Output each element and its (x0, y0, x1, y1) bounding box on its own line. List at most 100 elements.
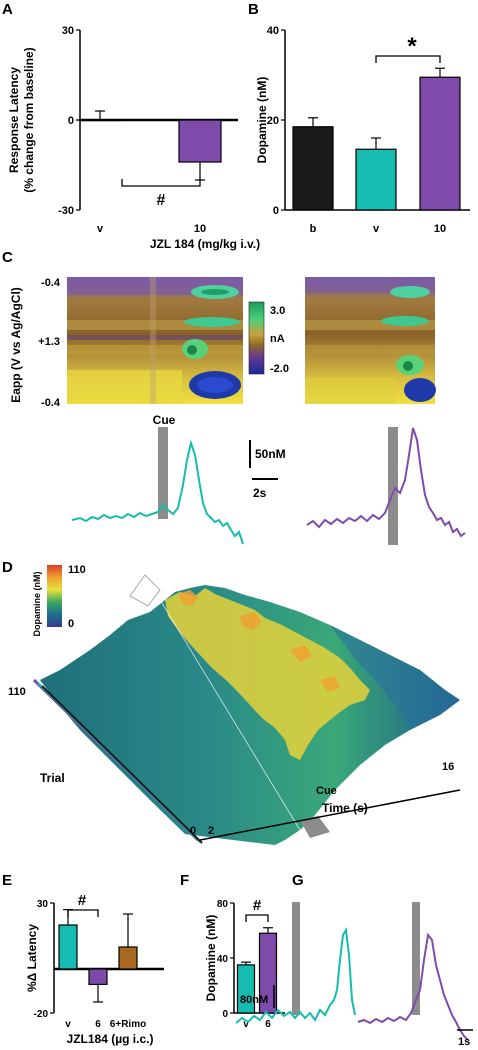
g-trace-jzl (357, 932, 469, 1041)
g-cue-bar-right (412, 902, 420, 1015)
a-category-label-v: v (97, 223, 104, 235)
b-category-label-b: b (310, 223, 317, 235)
e-bar-6 (88, 968, 108, 985)
f-significance-bracket (245, 914, 269, 922)
c-cue-label: Cue (153, 413, 176, 427)
g-scale-x-label: 1s (458, 1036, 470, 1048)
f-category-label-v: v (243, 1019, 249, 1030)
c-colorbar-max: 3.0 (270, 305, 285, 317)
e-category-label-v: v (65, 1019, 71, 1030)
b-ytick-label-2: 0 (273, 205, 279, 217)
f-significance-mark: # (253, 897, 262, 914)
g-trace-vehicle (235, 926, 356, 1024)
e-significance-bracket (67, 909, 99, 917)
d-surface-peaks (165, 588, 370, 760)
d-colorbar: Dopamine (nM) 110 0 (32, 564, 86, 637)
e-category-label-6: 6 (95, 1019, 101, 1030)
d-trial-tick-max: 110 (8, 686, 26, 698)
b-y-axis-label: Dopamine (nM) (255, 77, 269, 164)
b-bar-v (355, 148, 397, 211)
c-y-axis-label: Eapp (V vs Ag/AgCl) (9, 287, 23, 403)
e-y-axis-label-line-0: %Δ Latency (25, 924, 39, 992)
d-colorbar-max: 110 (68, 564, 86, 576)
d-trial-axis-stripes (32, 678, 203, 844)
c-colorbar-unit: nA (270, 333, 285, 345)
b-category-label-10: 10 (434, 223, 446, 235)
panel-letter-e: E (2, 872, 12, 889)
d-colorbar-title: Dopamine (nM) (32, 572, 42, 637)
c-cue-bar-right (388, 427, 398, 545)
panel-letter-g: G (292, 872, 304, 889)
b-significance-bracket (375, 55, 441, 63)
c-scale-x-label: 2s (253, 486, 267, 500)
a-ytick-label-2: -30 (58, 205, 74, 217)
d-time-tick-min: 2 (208, 825, 214, 837)
c-scale-bar: 50nM 2s (249, 440, 286, 500)
e-bar-6+Rimo (118, 946, 138, 970)
e-category-label-6+Rimo: 6+Rimo (110, 1019, 146, 1030)
a-y-axis-label-line-0: Response Latency (7, 67, 21, 173)
e-ytick-label-1: -20 (34, 1009, 49, 1020)
a-bar-10 (178, 119, 222, 163)
b-bar-b (292, 126, 334, 211)
b-significance-mark: * (407, 33, 417, 60)
a-category-label-10: 10 (194, 223, 206, 235)
chart-f-dopamine: 80 40 0 Dopamine (nM) v 6 # (204, 897, 285, 1030)
d-surface-highlights (178, 590, 340, 692)
f-y-axis-label-line-0: Dopamine (nM) (204, 915, 218, 1002)
panel-letter-f: F (180, 872, 189, 889)
g-scale-bar: 80nM 1s (240, 985, 473, 1048)
c-ytick-bottom: -0.4 (41, 397, 61, 409)
c-colorplot-jzl (305, 277, 436, 404)
panel-letter-a: A (2, 1, 13, 18)
shared-x-axis-label: JZL 184 (mg/kg i.v.) (150, 237, 260, 251)
d-time-axis (199, 789, 461, 841)
a-significance-mark: # (157, 192, 166, 209)
e-x-axis-label: JZL184 (µg i.c.) (67, 1032, 154, 1046)
b-bar-10 (419, 76, 461, 211)
f-ytick-label-1: 40 (217, 954, 229, 965)
f-ytick-label-0: 80 (217, 899, 229, 910)
f-ytick-label-2: 0 (222, 1009, 228, 1020)
e-y-axis-label: %Δ Latency (25, 924, 39, 992)
c-colorbar: 3.0 nA -2.0 (248, 301, 289, 375)
d-cue-label: Cue (316, 785, 337, 797)
f-y-axis-label: Dopamine (nM) (204, 915, 218, 1002)
d-colorbar-min: 0 (68, 618, 74, 630)
d-time-tick-max: 16 (442, 761, 454, 773)
chart-a-latency: 30 0 -30 Response Latency(% change from bas… (7, 25, 238, 235)
panel-letter-c: C (2, 249, 13, 266)
f-category-label-6: 6 (265, 1019, 271, 1030)
a-y-axis-label: Response Latency(% change from baseline) (7, 47, 36, 192)
c-scale-y-label: 50nM (255, 447, 286, 461)
a-ytick-label-1: 0 (68, 115, 74, 127)
chart-e-latency: 30 -20 %Δ Latency v 6 6+Rimo # JZL184 (µg i.c.) (25, 892, 164, 1046)
a-bar-v (78, 119, 122, 122)
b-category-label-v: v (373, 223, 380, 235)
e-ytick-label-0: 30 (37, 899, 49, 910)
b-ytick-label-0: 40 (267, 25, 279, 37)
g-cue-bar-left (292, 902, 300, 1015)
c-colorbar-min: -2.0 (270, 363, 289, 375)
a-y-axis-label-line-1: (% change from baseline) (22, 47, 36, 192)
d-cue-plane-top (129, 574, 161, 607)
d-trial-label: Trial (40, 771, 65, 785)
c-ytick-top: -0.4 (41, 277, 61, 289)
panel-g: 80nM 1s (235, 902, 473, 1048)
c-colorplot-vehicle (67, 277, 243, 404)
panel-letter-b: B (248, 1, 259, 18)
a-significance-bracket (121, 179, 201, 187)
d-trial-tick-min: 0 (190, 825, 196, 837)
chart-b-dopamine: 40 20 0 Dopamine (nM) b v 10 * (255, 25, 470, 235)
g-scale-y-label: 80nM (240, 994, 268, 1006)
c-ytick-mid: +1.3 (38, 336, 60, 348)
e-bar-v (58, 924, 78, 970)
panel-c: Eapp (V vs Ag/AgCl) -0.4 +1.3 -0.4 3.0 n… (9, 277, 466, 545)
b-ytick-label-1: 20 (267, 115, 279, 127)
d-surface-right-band (330, 625, 460, 730)
e-significance-mark: # (78, 892, 87, 909)
panel-letter-d: D (2, 559, 13, 576)
d-time-label: Time (s) (322, 801, 368, 815)
c-trace-vehicle (71, 439, 244, 545)
